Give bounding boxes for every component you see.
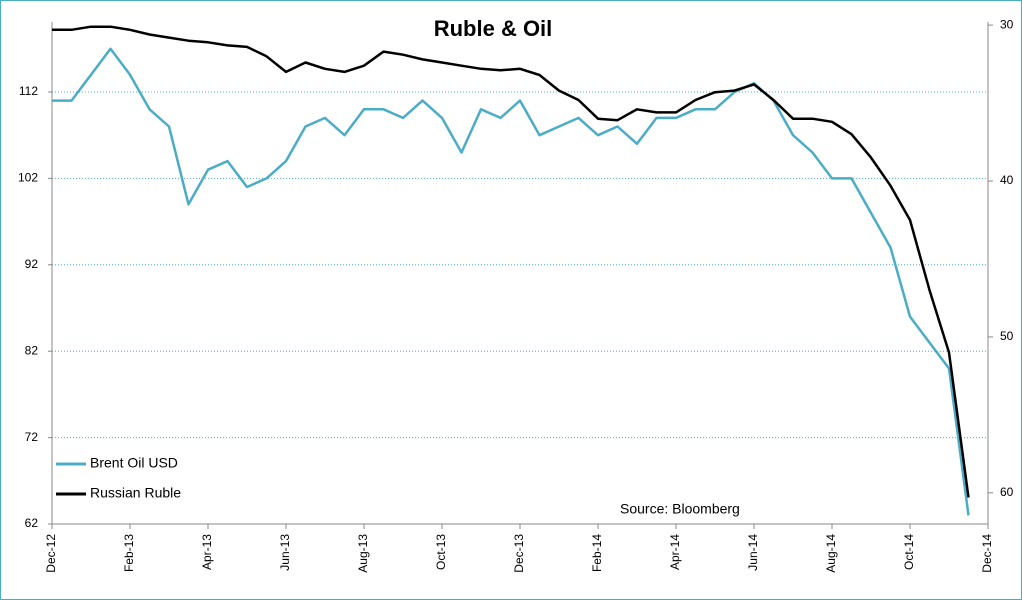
y-tick-label: 112: [19, 84, 38, 98]
y2-tick-label: 60: [1000, 485, 1014, 499]
x-tick-label: Feb-14: [590, 534, 604, 572]
y-tick-label: 102: [18, 171, 38, 185]
x-tick-label: Aug-14: [824, 534, 838, 573]
x-tick-label: Aug-13: [356, 534, 370, 573]
y2-tick-label: 30: [1000, 17, 1014, 31]
legend-label: Brent Oil USD: [90, 455, 178, 471]
x-tick-label: Apr-14: [668, 534, 682, 570]
x-tick-label: Dec-14: [980, 534, 994, 573]
y2-tick-label: 40: [1000, 173, 1014, 187]
y-tick-label: 72: [25, 430, 39, 444]
y-tick-label: 92: [25, 257, 39, 271]
chart-title: Ruble & Oil: [434, 16, 553, 41]
annotation: Source: Bloomberg: [620, 501, 740, 517]
x-tick-label: Oct-13: [434, 534, 448, 570]
y2-tick-label: 50: [1000, 329, 1014, 343]
legend-label: Russian Ruble: [90, 485, 181, 501]
y-tick-label: 82: [25, 343, 39, 357]
x-tick-label: Dec-12: [44, 534, 58, 573]
y-tick-label: 62: [25, 516, 39, 530]
x-tick-label: Apr-13: [200, 534, 214, 570]
x-tick-label: Jun-13: [278, 534, 292, 571]
line-series: [52, 47, 970, 516]
x-tick-label: Oct-14: [902, 534, 916, 570]
x-tick-label: Dec-13: [512, 534, 526, 573]
x-tick-label: Jun-14: [746, 534, 760, 571]
line-series: [52, 25, 970, 498]
x-tick-label: Feb-13: [122, 534, 136, 572]
